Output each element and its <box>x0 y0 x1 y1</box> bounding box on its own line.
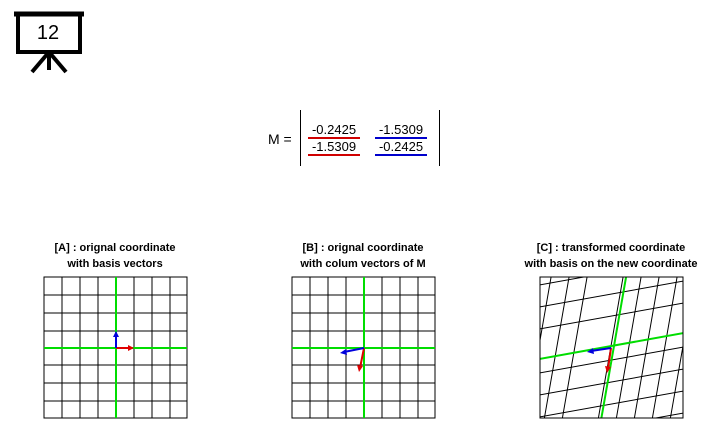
panel-b-column1-vector <box>359 347 365 369</box>
matrix-label: M = <box>268 131 292 147</box>
presentation-board-icon <box>14 11 84 74</box>
matrix-m: -0.2425 -1.5309 -1.5309 -0.2425 <box>300 110 440 166</box>
panel-a-grid <box>43 276 188 419</box>
panel-c-new-x-axis <box>540 332 683 360</box>
slide-number: 12 <box>36 21 60 44</box>
matrix-right-bracket <box>439 110 440 166</box>
matrix-cell-r1c1: -0.2425 <box>308 122 360 139</box>
panel-c-transformed-x-vector <box>607 347 612 370</box>
panel-c-grid <box>539 276 684 419</box>
panel-b-column2-vector <box>343 347 365 353</box>
panel-a-title: [A] : orignal coordinate with basis vecto… <box>54 242 176 270</box>
matrix-cell-r2c2: -0.2425 <box>375 139 427 156</box>
panel-b-grid <box>291 276 436 419</box>
panel-c-title: [C] : transformed coordinate with basis o… <box>524 242 698 270</box>
matrix-cell-r1c2: -1.5309 <box>375 122 427 139</box>
panel-b-title: [B] : orignal coordinate with colum vecto… <box>300 242 426 270</box>
panel-c-transformed-y-vector <box>590 347 612 352</box>
matrix-cell-r2c1: -1.5309 <box>308 139 360 156</box>
matrix-left-bracket <box>300 110 301 166</box>
